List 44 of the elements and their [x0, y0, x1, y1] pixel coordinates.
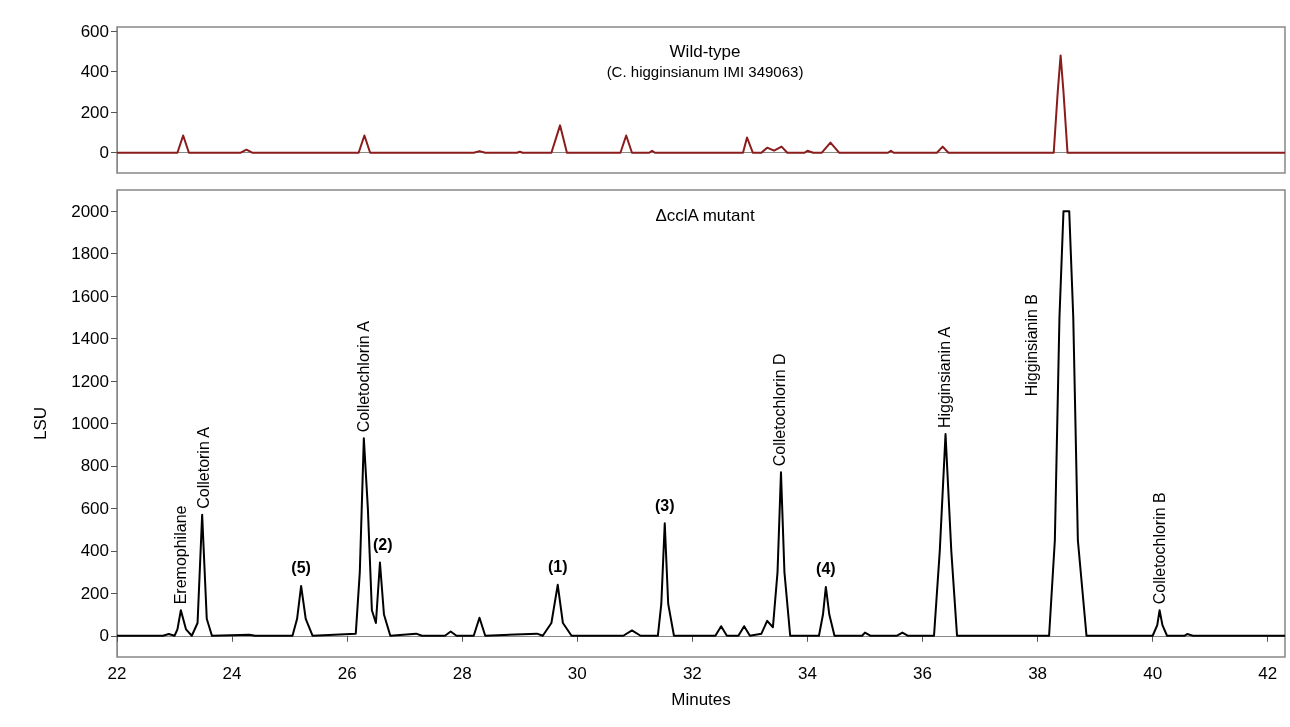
y-tick-label: 400: [80, 541, 109, 561]
y-tick-label: 1400: [71, 329, 109, 349]
y-axis-title: LSU: [31, 406, 50, 441]
x-tick-label: 36: [913, 664, 932, 683]
y-tick-label: 1000: [71, 414, 109, 433]
y-tick-label: 1800: [71, 244, 109, 264]
x-tick-label: 32: [682, 664, 702, 683]
y-tick-label: 0: [99, 143, 109, 163]
y-tick-label: 600: [80, 498, 109, 518]
annotation: Colletochlorin A: [355, 320, 373, 433]
y-tick-label: 1200: [71, 371, 109, 391]
text: ΔcclA mutant: [655, 206, 755, 225]
x-tick-label: 26: [337, 664, 357, 683]
x-tick-label: 22: [107, 664, 127, 683]
annotation: Colletochlorin D: [771, 353, 789, 467]
annotation: Higginsianin A: [935, 326, 953, 429]
x-tick-label: 42: [1258, 664, 1278, 683]
x-tick-label: 28: [452, 664, 472, 683]
y-tick-label: 2000: [71, 201, 109, 221]
x-axis-title: Minutes: [671, 690, 731, 709]
annotation: (3): [654, 496, 675, 514]
y-tick-label: 800: [80, 456, 109, 476]
line-series: [116, 210, 1286, 637]
annotation: (5): [291, 559, 311, 577]
annotation: Eremophilane: [172, 505, 190, 605]
annotation: Higginsianin B: [1023, 293, 1041, 397]
x-tick-label: 30: [567, 664, 587, 683]
annotation: Colletorin A: [194, 426, 212, 509]
annotation: Colletochlorin B: [1151, 492, 1169, 605]
x-tick-label: 38: [1028, 664, 1048, 683]
x-tick-label: 34: [797, 664, 817, 683]
y-tick-label: 200: [80, 102, 109, 122]
annotation: (4): [816, 560, 836, 578]
annotation: (2): [373, 536, 393, 554]
x-tick-label: 24: [222, 664, 242, 683]
y-tick-label: 200: [80, 583, 109, 603]
annotation: (1): [547, 558, 568, 576]
text: (C. higginsianum IMI 349063): [606, 63, 804, 80]
y-tick-label: 400: [80, 62, 109, 82]
y-tick-label: 600: [80, 21, 109, 41]
text: Wild-type: [669, 42, 741, 61]
y-tick-label: 1600: [71, 286, 109, 306]
x-tick-label: 40: [1143, 664, 1163, 683]
y-tick-label: 0: [99, 626, 109, 646]
